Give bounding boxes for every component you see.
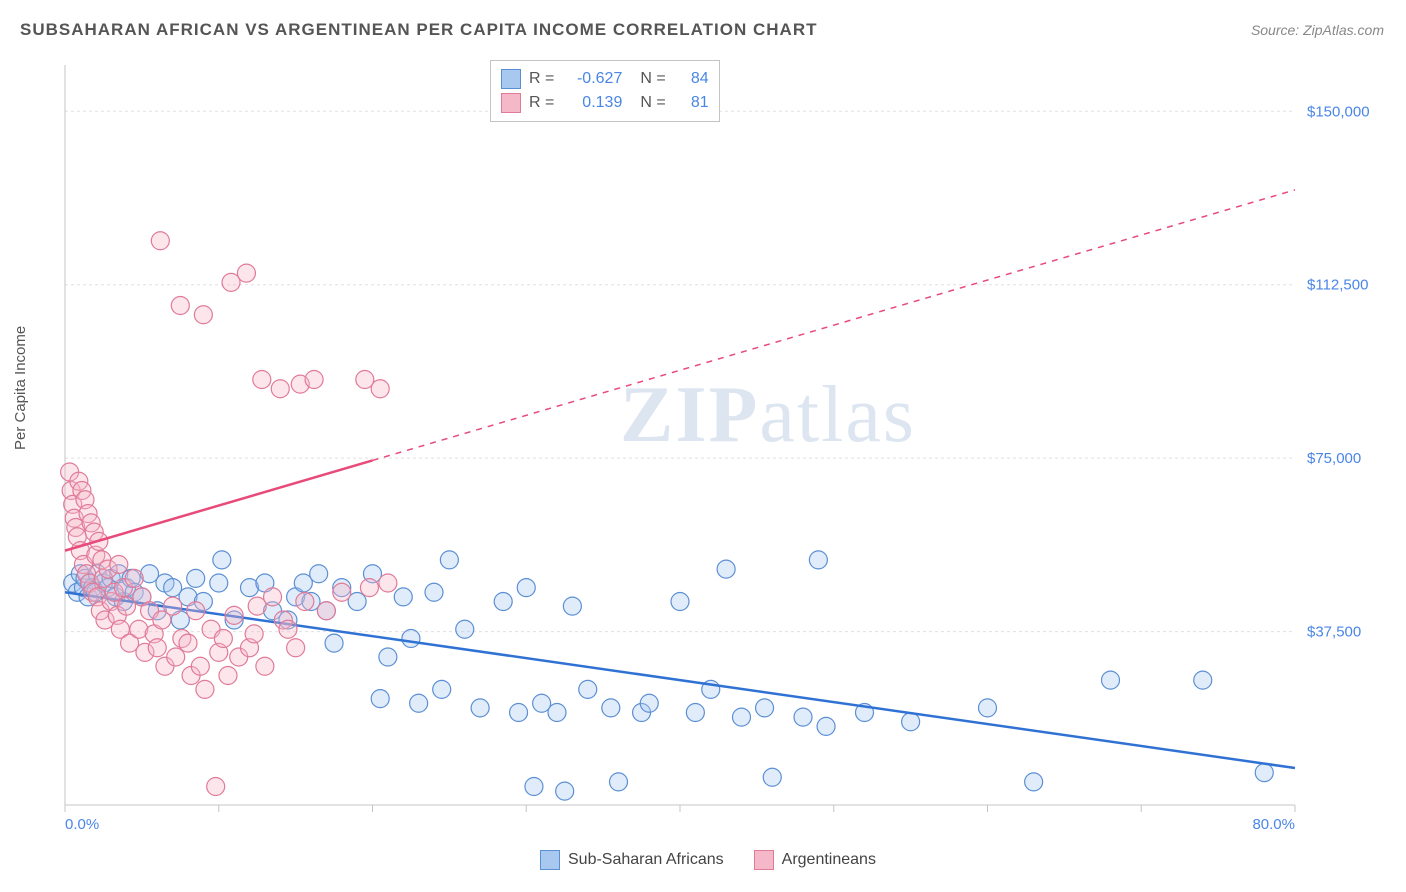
- stats-row: R = -0.627 N = 84: [501, 67, 709, 91]
- svg-text:80.0%: 80.0%: [1252, 816, 1295, 833]
- n-label: N =: [640, 67, 665, 91]
- n-value: 84: [674, 67, 709, 91]
- n-label: N =: [640, 91, 665, 115]
- legend-label: Argentineans: [782, 851, 876, 869]
- svg-text:$75,000: $75,000: [1307, 450, 1361, 467]
- legend-bottom: Sub-Saharan Africans Argentineans: [540, 850, 876, 870]
- r-value: 0.139: [562, 91, 622, 115]
- r-label: R =: [529, 67, 554, 91]
- source-attribution: Source: ZipAtlas.com: [1251, 22, 1384, 38]
- svg-text:0.0%: 0.0%: [65, 816, 99, 833]
- scatter-plot: $37,500 $75,000 $112,500 $150,000 0.0% 80.0%: [55, 55, 1385, 835]
- n-value: 81: [674, 91, 709, 115]
- stats-row: R = 0.139 N = 81: [501, 91, 709, 115]
- r-value: -0.627: [562, 67, 622, 91]
- svg-text:$150,000: $150,000: [1307, 103, 1370, 120]
- svg-text:$37,500: $37,500: [1307, 624, 1361, 641]
- legend-label: Sub-Saharan Africans: [568, 851, 724, 869]
- legend-swatch: [540, 850, 560, 870]
- correlation-stats-box: R = -0.627 N = 84 R = 0.139 N = 81: [490, 60, 720, 122]
- legend-item: Sub-Saharan Africans: [540, 850, 724, 870]
- svg-text:$112,500: $112,500: [1307, 277, 1368, 294]
- series-swatch: [501, 93, 521, 113]
- series-swatch: [501, 69, 521, 89]
- chart-title: SUBSAHARAN AFRICAN VS ARGENTINEAN PER CA…: [20, 20, 818, 40]
- y-axis-label: Per Capita Income: [12, 326, 29, 450]
- legend-swatch: [754, 850, 774, 870]
- legend-item: Argentineans: [754, 850, 876, 870]
- r-label: R =: [529, 91, 554, 115]
